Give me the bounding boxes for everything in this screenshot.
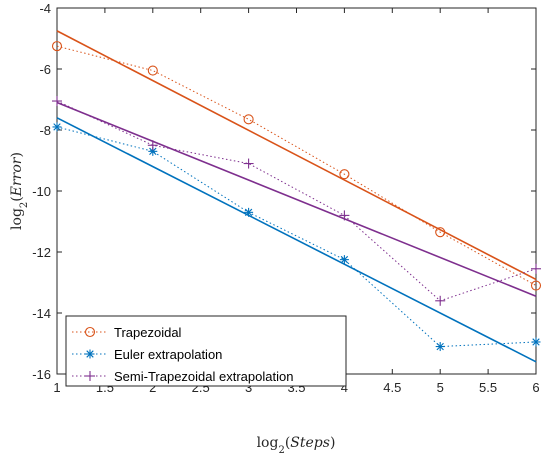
data-series — [51, 41, 542, 352]
legend-item-1: Euler extrapolation — [72, 347, 222, 362]
legend-box — [65, 315, 347, 387]
fit-line-2 — [56, 101, 537, 297]
series-2 — [52, 96, 541, 306]
x-tick-label-6: 4 — [341, 380, 348, 395]
series-0-point-3 — [339, 169, 350, 180]
legend-marker-0 — [84, 326, 96, 338]
legend-item-0: Trapezoidal — [72, 325, 182, 340]
series-0-point-4 — [435, 227, 446, 238]
series-2-point-3 — [339, 210, 350, 221]
series-0-point-2 — [243, 114, 254, 125]
plot-area — [56, 7, 537, 375]
x-tick-label-10: 6 — [532, 380, 539, 395]
legend: Trapezoidal Euler extrapolation Semi-Trape… — [65, 315, 347, 387]
x-tick-label-8: 5 — [437, 380, 444, 395]
y-axis-label: log2(Error) — [9, 152, 30, 230]
x-tick-label-9: 5.5 — [479, 380, 497, 395]
series-1 — [52, 122, 541, 352]
y-tick-label-3: -10 — [32, 184, 51, 199]
legend-marker-1 — [85, 349, 95, 359]
x-tick-label-2: 2 — [149, 380, 156, 395]
fit-lines — [56, 30, 537, 363]
y-tick-label-5: -14 — [32, 306, 51, 321]
series-0-point-0 — [51, 41, 63, 52]
series-0 — [51, 41, 542, 291]
legend-label-2: Semi-Trapezoidal extrapolation — [114, 369, 293, 384]
series-1-point-2 — [244, 207, 254, 217]
series-line-1 — [56, 126, 537, 348]
legend-marker-2 — [85, 371, 95, 381]
x-tick-label-4: 3 — [245, 380, 252, 395]
series-1-point-0 — [52, 122, 62, 132]
series-2-point-0 — [52, 96, 62, 107]
series-0-point-5 — [530, 280, 542, 291]
fit-line-0 — [56, 30, 537, 281]
series-2-point-1 — [147, 140, 158, 151]
series-2-point-2 — [243, 158, 254, 169]
series-0-point-1 — [147, 65, 158, 76]
fit-line-1 — [56, 117, 537, 363]
y-tick-label-6: -16 — [32, 367, 51, 382]
series-2-point-4 — [435, 295, 446, 306]
series-2-point-5 — [531, 263, 541, 274]
series-1-point-4 — [435, 342, 445, 352]
y-tick-label-1: -6 — [39, 62, 51, 77]
x-tick-label-7: 4.5 — [383, 380, 401, 395]
legend-label-1: Euler extrapolation — [114, 347, 222, 362]
series-1-point-5 — [531, 337, 541, 347]
x-tick-label-0: 1 — [53, 380, 60, 395]
y-tick-label-2: -8 — [39, 123, 51, 138]
x-axis-label: log2(Steps) — [257, 435, 336, 455]
legend-item-2: Semi-Trapezoidal extrapolation — [72, 369, 293, 384]
series-line-2 — [56, 100, 537, 302]
legend-label-0: Trapezoidal — [114, 325, 182, 340]
y-tick-label-0: -4 — [39, 1, 51, 16]
series-1-point-3 — [339, 255, 349, 265]
y-tick-label-4: -12 — [32, 245, 51, 260]
